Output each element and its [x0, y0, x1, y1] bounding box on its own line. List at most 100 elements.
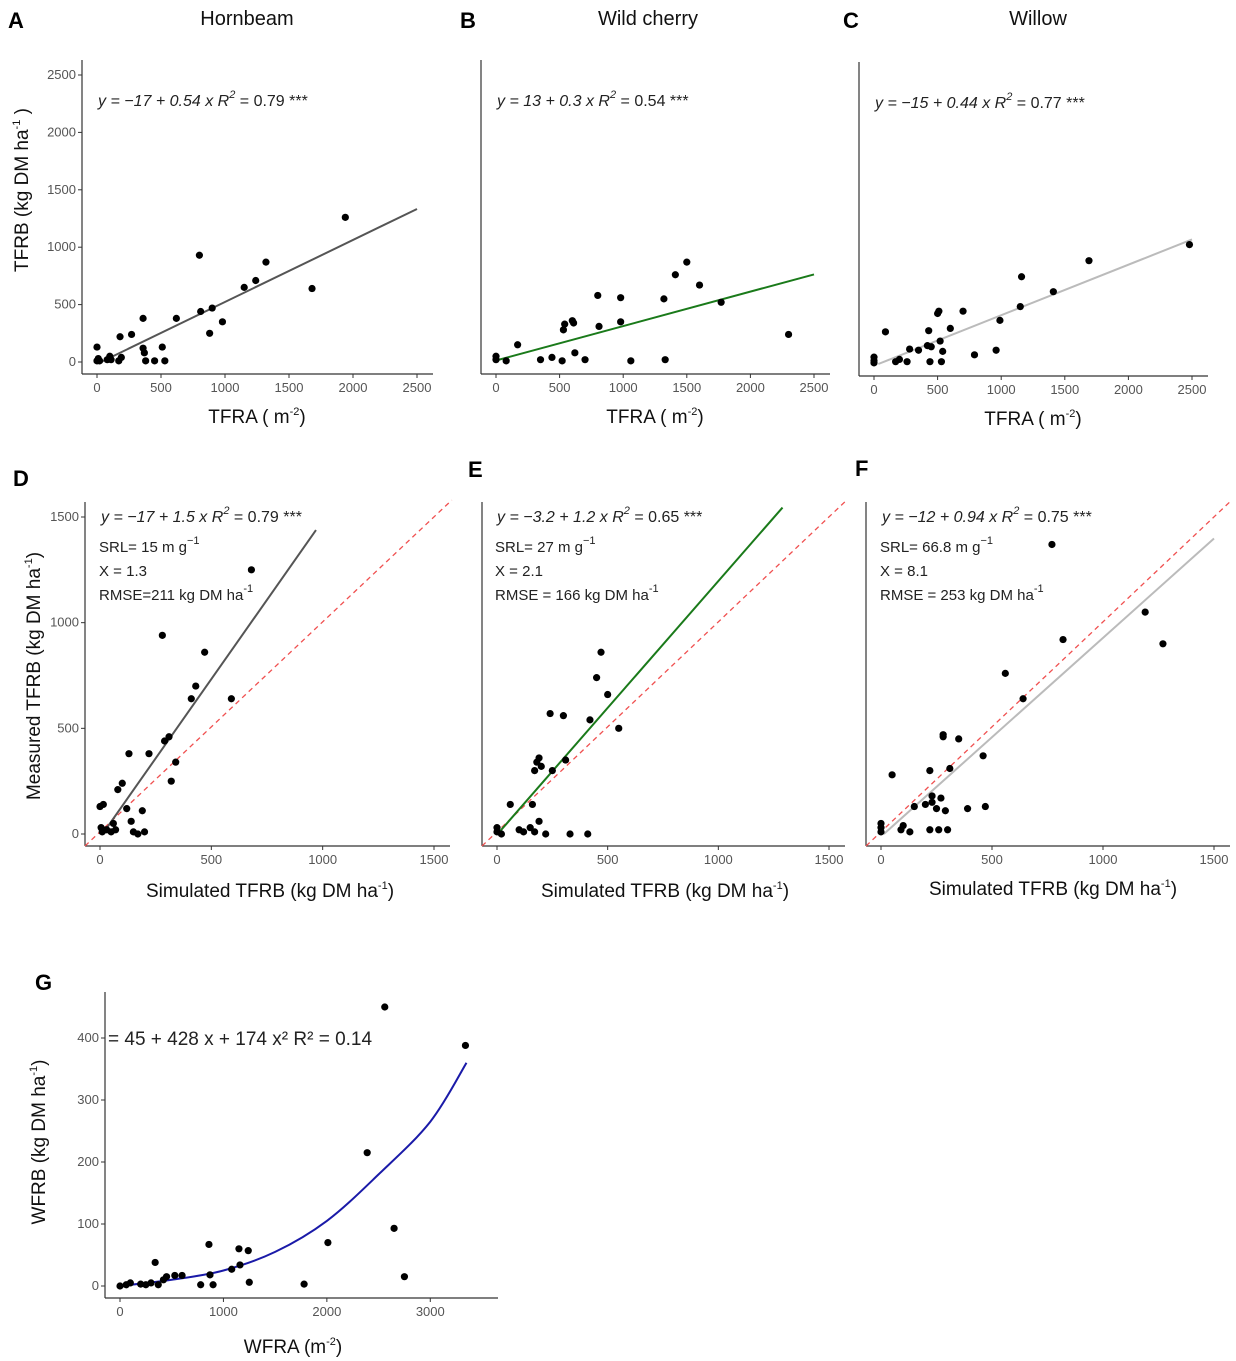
panel-c-point-15: [936, 337, 944, 345]
panel-d-point-16: [140, 828, 149, 836]
panel-e-point-8: [531, 828, 539, 836]
panel-a: A Hornbeam 0 500 1000 1500 2000 2500 0 500 1000 150…: [8, 8, 433, 428]
panel-g-y-axis-title: WFRB (kg DM ha-1): [28, 1060, 50, 1225]
panel-f-point-19: [944, 826, 952, 834]
panel-b-point-18: [660, 295, 668, 303]
panel-a-point-27: [308, 284, 316, 293]
panel-a-point-24: [240, 283, 248, 291]
panel-f-point-18: [941, 807, 949, 815]
panel-a-x-tick-label: 500: [150, 380, 172, 395]
panel-e-annotation-0: SRL= 27 m g−1: [495, 535, 596, 556]
panel-b-point-7: [559, 326, 568, 334]
panel-g-y-tick-label: 300: [77, 1092, 99, 1107]
panel-c-x-tick-label: 2000: [1114, 382, 1143, 397]
panel-c-x-axis-title: TFRA ( m-2): [984, 408, 1081, 430]
panel-f-x-axis-title-superscript: -1: [1161, 878, 1171, 890]
panel-e-point-24: [604, 690, 612, 699]
panel-f-point-17: [939, 731, 947, 739]
panel-b-point-21: [683, 258, 691, 266]
panel-b-letter: B: [460, 8, 476, 33]
panel-g-point-23: [363, 1149, 371, 1157]
panel-c-point-2: [870, 353, 878, 361]
panel-f-equation: y = −12 + 0.94 x R2 = 0.75 ***: [881, 505, 1092, 526]
panel-b-point-15: [617, 294, 625, 302]
panel-c-point-10: [925, 327, 933, 335]
panel-d-x-axis-title-superscript: -1: [378, 880, 388, 892]
panel-f-annotation-0: SRL= 66.8 m g−1: [880, 535, 993, 556]
panel-d-y-tick-label: 0: [72, 826, 79, 841]
panel-b-x-axis-title-superscript: -2: [688, 406, 698, 418]
panel-d-point-12: [127, 817, 135, 825]
panel-g-point-22: [324, 1239, 332, 1247]
panel-b-x-tick-label: 1000: [609, 380, 638, 395]
panel-d-point-21: [167, 777, 175, 785]
panel-e-point-23: [597, 648, 605, 656]
panel-a-letter: A: [8, 8, 24, 33]
panel-f-annotation-2-superscript: -1: [1034, 583, 1044, 595]
panel-d-point-25: [201, 648, 209, 656]
panel-f-point-28: [1059, 635, 1067, 644]
panel-d-y-tick-label: 1000: [50, 615, 79, 630]
panel-b-point-19: [661, 356, 669, 364]
panel-a-point-1: [93, 343, 101, 351]
panel-f-point-6: [906, 828, 914, 836]
panel-b-point-20: [671, 271, 679, 279]
panel-e-identity-line: [481, 499, 848, 847]
panel-d-y-tick-label: 500: [57, 720, 79, 735]
panel-g-point-26: [400, 1273, 409, 1281]
panel-d-point-23: [187, 695, 195, 703]
panel-d-point-7: [111, 826, 120, 834]
panel-f-point-14: [935, 826, 943, 834]
panel-d: D 0 500 1000 1500 0 500 1000 1500 y = −17 + 1.5 x…: [13, 466, 453, 902]
panel-g-point-14: [206, 1271, 214, 1279]
panel-c-point-26: [1085, 257, 1093, 265]
panel-d-point-6: [109, 819, 117, 828]
panel-c-point-7: [906, 345, 914, 353]
panel-f-x-tick-label: 0: [877, 852, 884, 867]
panel-g-y-tick-label: 100: [77, 1216, 99, 1231]
panel-g-point-17: [235, 1245, 243, 1253]
panel-c-point-5: [895, 355, 904, 364]
panel-e: E 0 500 1000 1500 y = −3.2 + 1.2 x R2 = 0.65 …: [468, 457, 848, 902]
panel-a-point-6: [107, 356, 115, 364]
panel-b-point-6: [558, 357, 566, 365]
panel-g-point-13: [205, 1240, 213, 1249]
panel-g-point-19: [244, 1247, 252, 1255]
panel-c-x-axis-title-superscript: -2: [1066, 408, 1076, 420]
panel-d-point-15: [138, 807, 146, 815]
panel-f-x-tick-label: 1000: [1089, 852, 1118, 867]
panel-a-equation: y = −17 + 0.54 x R2 = 0.79 ***: [97, 89, 308, 110]
panel-a-x-axis-title: TFRA ( m-2): [208, 406, 305, 428]
panel-a-y-tick-label: 2000: [47, 124, 76, 139]
panel-f-x-tick-label: 500: [981, 852, 1003, 867]
panel-b-point-5: [548, 353, 556, 362]
panel-g-point-11: [178, 1271, 186, 1280]
panel-g: G 0 1000 2000 3000 0 100 200 300 400 = 45 + 428 x …: [28, 970, 498, 1358]
panel-a-point-8: [116, 333, 124, 341]
panel-e-point-9: [531, 767, 539, 775]
panel-f-identity-line: [865, 499, 1233, 847]
panel-e-point-25: [615, 724, 623, 732]
panel-b-point-24: [784, 330, 793, 339]
panel-e-point-5: [519, 828, 528, 836]
panel-f-annotation-1: X = 8.1: [880, 563, 928, 580]
panel-a-point-15: [151, 357, 159, 365]
panel-d-annotation-2: RMSE=211 kg DM ha-1: [99, 583, 253, 604]
panel-e-point-21: [586, 716, 594, 724]
panel-a-point-20: [197, 307, 205, 316]
panel-g-y-axis-title-superscript: -1: [28, 1066, 40, 1076]
panel-d-fit-line: [101, 529, 317, 835]
panel-e-annotation-2: RMSE = 166 kg DM ha-1: [495, 583, 659, 604]
panel-d-x-tick-label: 0: [96, 852, 103, 867]
panel-b-point-10: [569, 319, 578, 327]
panel-b-fit-line: [495, 273, 815, 362]
panel-e-annotation-2-superscript: -1: [649, 583, 659, 595]
panel-f-point-5: [899, 821, 907, 830]
panel-e-point-7: [528, 800, 537, 809]
panel-f-point-7: [910, 802, 918, 811]
panel-b-point-8: [561, 320, 569, 328]
panel-c-point-12: [927, 343, 935, 351]
panel-d-letter: D: [13, 466, 29, 491]
panel-b-point-22: [695, 281, 704, 289]
panel-a-point-28: [341, 213, 349, 221]
